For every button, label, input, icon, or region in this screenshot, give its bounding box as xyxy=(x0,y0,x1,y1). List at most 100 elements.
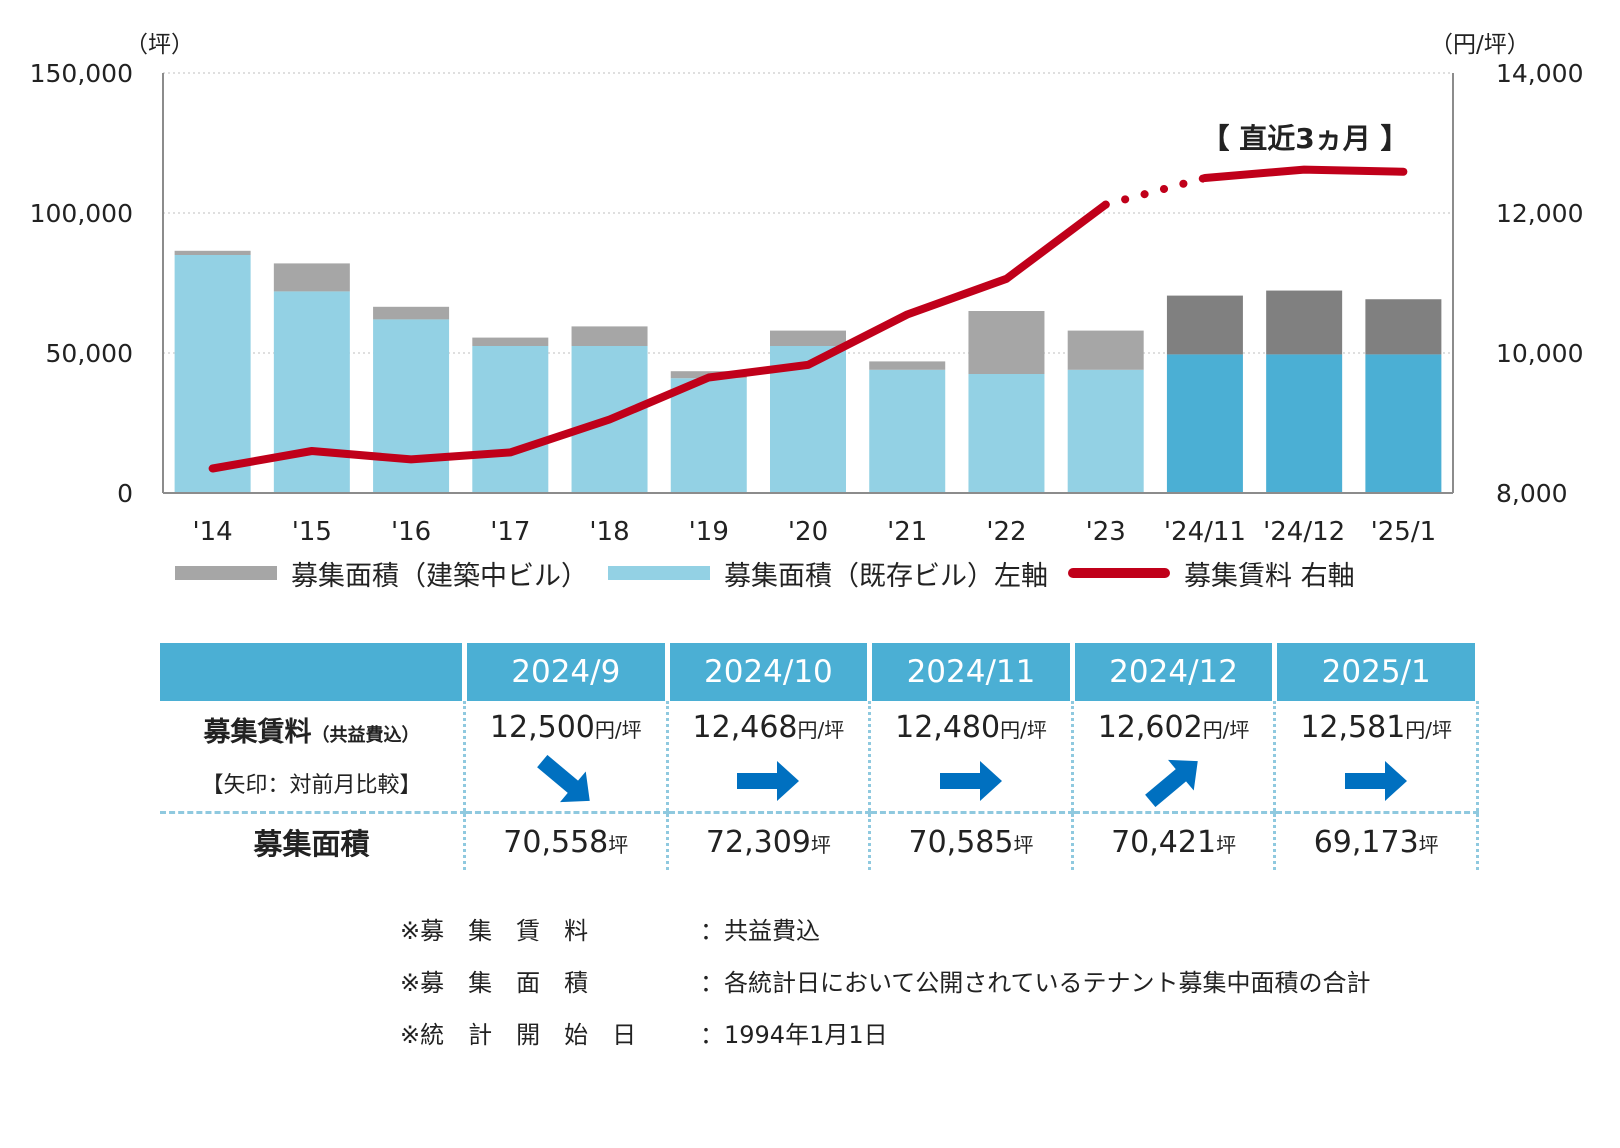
rent-line-annual xyxy=(208,200,1110,473)
area-cell: 70,585坪 xyxy=(869,812,1074,870)
area-cell: 70,558坪 xyxy=(464,812,669,870)
area-value: 69,173 xyxy=(1313,824,1419,860)
x-tick-label: '24/12 xyxy=(1263,517,1345,547)
legend-rent-label: 募集賃料 右軸 xyxy=(1184,560,1355,592)
trend-down-arrow-icon xyxy=(536,755,590,803)
x-tick-label: '22 xyxy=(986,517,1026,547)
bar-construction xyxy=(869,361,946,370)
arrow-shape xyxy=(737,761,800,801)
bar-existing xyxy=(869,369,946,493)
bar-existing xyxy=(1365,354,1442,493)
arrow-shape xyxy=(939,761,1002,801)
bar-construction xyxy=(472,337,549,346)
left-tick-label: 0 xyxy=(117,479,133,508)
right-tick-label: 8,000 xyxy=(1496,479,1568,508)
legend-rent: 募集賃料 右軸 xyxy=(1068,554,1355,593)
rent-value: 12,480 xyxy=(895,710,1001,745)
bar-construction xyxy=(1166,295,1243,355)
area-cell: 70,421坪 xyxy=(1072,812,1277,870)
legend-rent-swatch xyxy=(1068,568,1170,578)
bar-existing xyxy=(373,319,450,493)
table-month: 2025/1 xyxy=(1274,643,1480,701)
right-tick-label: 12,000 xyxy=(1496,199,1583,228)
x-tick-label: '14 xyxy=(192,517,232,547)
footnote: ※募 集 賃 料：共益費込 xyxy=(400,916,820,945)
bar-existing xyxy=(174,255,251,493)
table-corner xyxy=(160,643,467,701)
bar-existing xyxy=(1166,354,1243,493)
footnote: ※募 集 面 積：各統計日において公開されているテナント募集中面積の合計 xyxy=(400,968,1371,997)
rent-cell: 12,480円/坪 xyxy=(869,701,1074,814)
bar-construction xyxy=(273,263,350,292)
area-label: 募集面積 xyxy=(253,827,370,861)
rent-row-label: 募集賃料（共益費込） 【矢印：対前月比較】 xyxy=(160,701,466,814)
left-tick-label: 150,000 xyxy=(30,59,133,88)
area-cell: 72,309坪 xyxy=(667,812,872,870)
x-tick-label: '24/11 xyxy=(1164,517,1246,547)
area-cell: 69,173坪 xyxy=(1274,812,1479,870)
axes xyxy=(162,73,1454,494)
recent-months-annotation: 【 直近3ヵ月 】 xyxy=(1202,122,1409,155)
arrow-shape xyxy=(1345,761,1408,801)
rent-cell: 12,602円/坪 xyxy=(1072,701,1277,814)
x-tick-label: '19 xyxy=(689,517,729,547)
legend-existing-swatch xyxy=(608,566,710,580)
rent-area-chart: 0 50,000 100,000 150,000 8,000 10,000 12,000 14… xyxy=(30,32,1584,547)
summary-table: 2024/9 2024/10 2024/11 2024/12 2025/1 募集… xyxy=(160,643,1480,870)
table-rent-row: 募集賃料（共益費込） 【矢印：対前月比較】 12,500円/坪 12,468円/… xyxy=(160,701,1479,814)
bar-construction xyxy=(571,326,648,346)
right-tick-label: 14,000 xyxy=(1496,59,1583,88)
bar-existing xyxy=(472,346,549,493)
left-axis-unit: （坪） xyxy=(125,32,194,58)
x-tick-label: '15 xyxy=(292,517,332,547)
rent-cell: 12,468円/坪 xyxy=(667,701,872,814)
x-tick-label: '23 xyxy=(1086,517,1126,547)
x-tick-label: '20 xyxy=(788,517,828,547)
footnote: ※統 計 開 始 日：1994年1月1日 xyxy=(400,1020,888,1049)
bar-construction xyxy=(1266,290,1343,355)
right-tick-label: 10,000 xyxy=(1496,339,1583,368)
table-area-row: 募集面積 70,558坪 72,309坪 70,585坪 70,421坪 69,… xyxy=(160,812,1479,870)
trend-up-arrow-icon xyxy=(1144,759,1198,807)
left-tick-label: 100,000 xyxy=(30,199,133,228)
table-month: 2024/9 xyxy=(464,643,670,701)
rent-note: 【矢印：対前月比較】 xyxy=(201,773,422,798)
legend-existing-label: 募集面積（既存ビル）左軸 xyxy=(724,560,1048,592)
left-tick-label: 50,000 xyxy=(46,339,133,368)
legend-construction: 募集面積（建築中ビル） xyxy=(175,554,588,593)
bar-existing xyxy=(1266,354,1343,493)
bar-existing xyxy=(273,291,350,493)
table-header-row: 2024/9 2024/10 2024/11 2024/12 2025/1 xyxy=(160,643,1480,701)
legend: 募集面積（建築中ビル） 募集面積（既存ビル）左軸 募集賃料 右軸 xyxy=(175,548,1355,598)
rent-value: 12,581 xyxy=(1300,710,1406,745)
rent-cell: 12,500円/坪 xyxy=(464,701,669,814)
table-month: 2024/11 xyxy=(869,643,1075,701)
bar-construction xyxy=(1365,299,1442,355)
bar-construction xyxy=(373,306,450,320)
axis-labels: 0 50,000 100,000 150,000 8,000 10,000 12,000 14… xyxy=(30,32,1584,547)
x-tick-label: '25/1 xyxy=(1371,517,1437,547)
area-value: 72,309 xyxy=(705,824,811,860)
rent-value: 12,602 xyxy=(1097,710,1203,745)
bar-construction xyxy=(968,311,1045,374)
rent-line xyxy=(208,165,1408,473)
area-value: 70,421 xyxy=(1111,824,1217,860)
arrow-shape xyxy=(536,755,590,803)
table-month: 2024/10 xyxy=(667,643,873,701)
footnotes: ※募 集 賃 料：共益費込 ※募 集 面 積：各統計日において公開されているテナ… xyxy=(400,902,1371,1058)
bar-construction xyxy=(1067,330,1144,370)
rent-label: 募集賃料（共益費込） xyxy=(203,717,420,748)
bar-construction xyxy=(770,330,846,346)
right-axis-unit: （円/坪） xyxy=(1430,32,1530,58)
bar-existing xyxy=(670,378,747,493)
trend-flat-arrow-icon xyxy=(737,761,800,801)
area-value: 70,585 xyxy=(908,824,1014,860)
x-tick-label: '16 xyxy=(391,517,431,547)
legend-existing: 募集面積（既存ビル）左軸 xyxy=(608,554,1048,593)
x-tick-label: '18 xyxy=(589,517,629,547)
arrow-shape xyxy=(1144,759,1198,807)
bar-existing xyxy=(1067,369,1144,493)
table-month: 2024/12 xyxy=(1072,643,1278,701)
bar-construction xyxy=(174,250,251,255)
area-value: 70,558 xyxy=(503,824,609,860)
